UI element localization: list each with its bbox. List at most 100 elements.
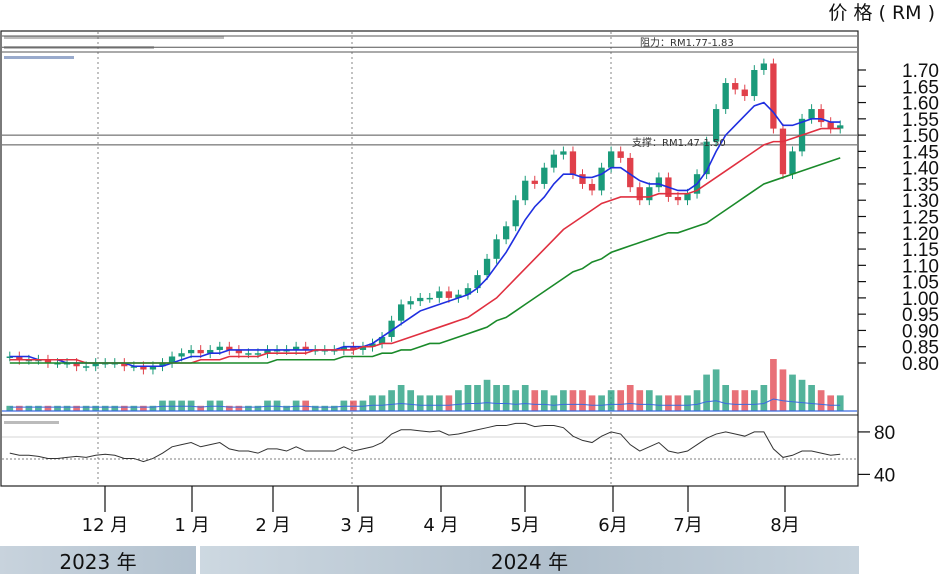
volume-bar [464,385,472,411]
candlesticks [6,58,844,375]
candle-body [436,291,443,298]
level-lines [2,35,857,146]
volume-bar [407,390,415,411]
price-tick-label: 0.85 [902,338,939,359]
volume-bar [760,385,768,411]
volume-bar [25,405,33,411]
month-tick-label: 3 月 [340,515,375,536]
candle-body [340,346,348,350]
volume-bar [512,390,520,411]
volume-bar [6,405,14,411]
candle-body [140,366,147,370]
rsi-panel [9,422,841,463]
volume-bar [569,390,577,411]
candle-body [92,363,99,367]
candle-body [378,336,386,344]
volume-bar [245,405,252,411]
price-tick-label: 1.60 [902,94,939,115]
candle-body [464,288,472,295]
candle-body [560,151,567,155]
candle-body [598,167,605,191]
volume-bar [416,395,424,411]
candle-body [187,349,195,354]
volume-bar [684,395,691,411]
volume-bar [531,390,539,411]
candle-body [178,353,185,357]
candle-body [531,180,538,184]
candle-body [226,346,233,350]
candle-body [770,63,777,129]
volume-bar [82,405,90,411]
price-tick-label: 1.15 [902,240,939,261]
candle-body [627,157,634,188]
candle-body [445,291,453,298]
volume-bar [330,405,338,411]
rsi-tick-label: 80 [874,423,895,444]
volume-bar [598,395,605,411]
candle-body [359,346,367,350]
volume-bar [645,390,653,411]
month-tick-label: 4 月 [423,515,458,536]
volume-bar [521,385,529,411]
price-tick-label: 1.00 [902,289,939,310]
volume-bar [101,405,109,411]
volume-bar [750,390,758,411]
price-tick-label: 1.10 [902,256,939,277]
candle-body [235,349,243,354]
volume-bar [779,369,787,411]
volume-bar [741,390,749,411]
candle-body [292,346,300,350]
price-tick-label: 1.20 [902,224,939,245]
volume-bar [560,390,567,411]
price-tick-label: 0.80 [902,354,939,375]
year-2024-label: 2024 年 [490,549,569,574]
volume-bar [283,405,290,411]
volume-bar [636,390,644,411]
volume-bar [626,385,634,411]
candle-body [121,363,128,367]
volume-bar [665,395,672,411]
volume-bar [474,385,481,411]
volume-bar [617,390,625,411]
candle-body [483,258,491,276]
volume-bar [44,405,52,411]
candle-body [684,193,691,201]
volume-bar [254,405,262,411]
price-tick-label: 0.90 [902,321,939,342]
volume-bar [435,395,443,411]
candle-body [550,154,558,168]
volume-bar [455,390,462,411]
volume-bar [731,390,739,411]
month-tick-label: 1 月 [174,515,209,536]
volume-bar [703,374,710,411]
price-tick-label: 1.70 [902,61,939,82]
candle-body [16,356,23,360]
year-2024-band: 2024 年 [200,546,859,574]
rsi-line [9,422,841,463]
candle-body [703,141,710,175]
volume-bar [369,395,376,411]
month-tick-label: 8月 [770,515,799,536]
candle-body [168,356,176,363]
month-tick-label: 5月 [510,515,539,536]
candle-body [254,353,262,355]
candle-body [837,125,844,129]
candle-body [207,349,214,354]
price-tick-label: 1.30 [902,191,939,212]
candle-body [417,297,424,302]
stock-chart: 1.701.651.601.551.501.451.401.351.301.25… [0,2,939,536]
candle-body [350,346,357,350]
volume-bar [808,385,815,411]
volume-bar [712,369,720,411]
volume-bar [426,395,434,411]
candle-body [264,349,271,354]
year-2023-label: 2023 年 [59,549,137,574]
candle-body [722,83,729,110]
volume-bar [321,405,329,411]
candle-body [245,353,252,355]
candle-body [808,109,815,119]
volume-average-line [9,398,841,408]
month-tick-label: 12 月 [82,515,129,536]
candle-body [607,151,615,168]
price-tick-label: 1.45 [902,142,939,163]
